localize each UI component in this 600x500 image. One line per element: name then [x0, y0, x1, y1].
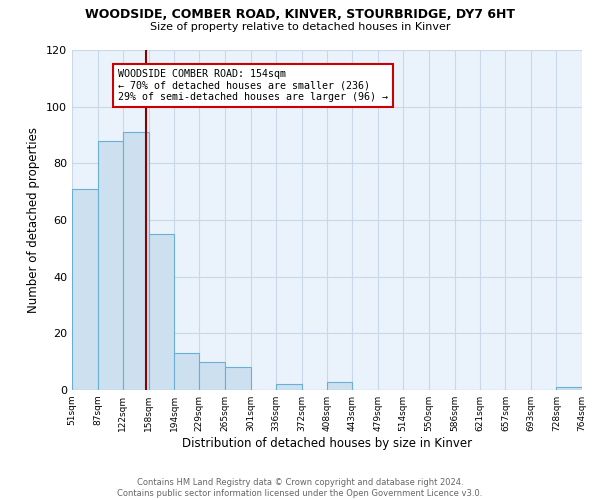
Bar	[225, 368, 251, 390]
Bar	[98, 140, 123, 390]
Text: Size of property relative to detached houses in Kinver: Size of property relative to detached ho…	[150, 22, 450, 32]
Bar	[199, 362, 225, 390]
Bar	[328, 382, 352, 390]
Bar	[72, 189, 98, 390]
Bar	[123, 132, 149, 390]
Bar	[276, 384, 302, 390]
X-axis label: Distribution of detached houses by size in Kinver: Distribution of detached houses by size …	[182, 437, 472, 450]
Bar	[149, 234, 174, 390]
Bar	[174, 353, 199, 390]
Y-axis label: Number of detached properties: Number of detached properties	[28, 127, 40, 313]
Text: WOODSIDE COMBER ROAD: 154sqm
← 70% of detached houses are smaller (236)
29% of s: WOODSIDE COMBER ROAD: 154sqm ← 70% of de…	[118, 68, 388, 102]
Text: Contains HM Land Registry data © Crown copyright and database right 2024.
Contai: Contains HM Land Registry data © Crown c…	[118, 478, 482, 498]
Bar	[556, 387, 582, 390]
Text: WOODSIDE, COMBER ROAD, KINVER, STOURBRIDGE, DY7 6HT: WOODSIDE, COMBER ROAD, KINVER, STOURBRID…	[85, 8, 515, 20]
